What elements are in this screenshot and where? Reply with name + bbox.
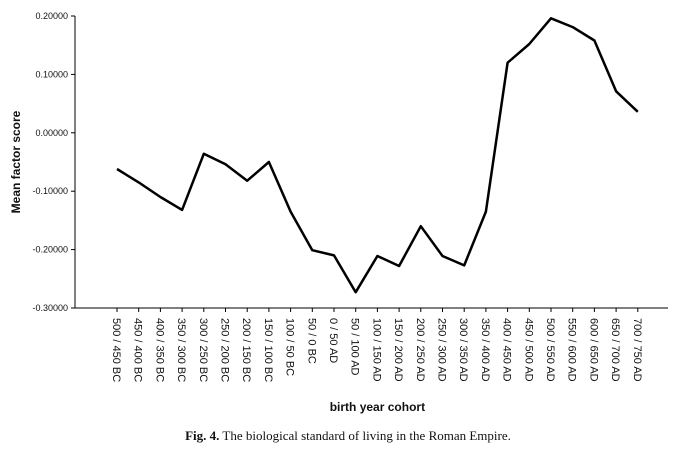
x-tick-label: 150 / 100 BC <box>262 318 274 382</box>
y-tick-label: 0.20000 <box>35 11 68 21</box>
y-tick-label: -0.30000 <box>32 303 68 313</box>
x-tick-label: 0 / 50 AD <box>327 318 339 363</box>
x-tick-label: 550 / 600 AD <box>566 318 578 382</box>
y-tick-label: 0.00000 <box>35 128 68 138</box>
axes <box>74 16 668 309</box>
x-tick-label: 200 / 150 BC <box>240 318 252 382</box>
figure-caption-text: The biological standard of living in the… <box>222 428 511 443</box>
line-chart: -0.30000 -0.20000 -0.10000 0.00000 0.10000 0.… <box>9 11 668 414</box>
x-tick-label: 200 / 250 AD <box>414 318 426 382</box>
x-tick-label: 400 / 450 AD <box>501 318 513 382</box>
x-tick-label: 300 / 250 BC <box>197 318 209 382</box>
x-tick-label: 50 / 0 BC <box>305 318 317 364</box>
figure-caption: Fig. 4. The biological standard of livin… <box>0 428 696 444</box>
figure-label: Fig. 4. <box>185 428 220 443</box>
x-tick-label: 150 / 200 AD <box>392 318 404 382</box>
x-tick-label: 350 / 400 AD <box>479 318 491 382</box>
series-line <box>116 17 639 294</box>
x-tick-label: 300 / 350 AD <box>457 318 469 382</box>
x-tick-label: 500 / 550 AD <box>544 318 556 382</box>
y-tick-label: -0.10000 <box>32 186 68 196</box>
x-tick-label: 500 / 450 BC <box>110 318 122 382</box>
y-tick-label: -0.20000 <box>32 245 68 255</box>
x-tick-label: 400 / 350 BC <box>153 318 165 382</box>
x-tick-label: 250 / 200 BC <box>219 318 231 382</box>
y-ticks: -0.30000 -0.20000 -0.10000 0.00000 0.10000 0.… <box>32 11 75 313</box>
x-tick-label: 100 / 50 BC <box>284 318 296 376</box>
x-tick-label: 700 / 750 AD <box>631 318 643 382</box>
x-tick-label: 450 / 500 AD <box>522 318 534 382</box>
x-tick-label: 350 / 300 BC <box>175 318 187 382</box>
x-ticks: 500 / 450 BC 450 / 400 BC 400 / 350 BC 350 … <box>110 308 643 382</box>
y-axis-title: Mean factor score <box>9 110 23 213</box>
x-tick-label: 100 / 150 AD <box>370 318 382 382</box>
x-tick-label: 600 / 650 AD <box>587 318 599 382</box>
x-tick-label: 50 / 100 AD <box>349 318 361 376</box>
y-tick-label: 0.10000 <box>35 69 68 79</box>
x-tick-label: 250 / 300 AD <box>436 318 448 382</box>
x-axis-title: birth year cohort <box>330 400 425 414</box>
x-tick-label: 450 / 400 BC <box>132 318 144 382</box>
x-tick-label: 650 / 700 AD <box>609 318 621 382</box>
